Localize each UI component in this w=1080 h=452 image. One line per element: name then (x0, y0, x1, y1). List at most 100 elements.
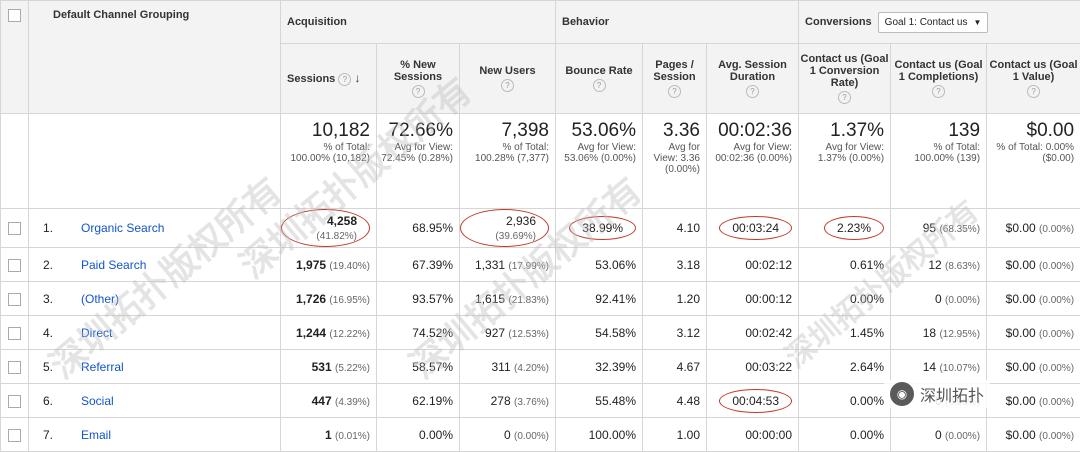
row-checkbox[interactable] (8, 395, 21, 408)
sessions-wrap: 1,244 (12.22%) (296, 326, 370, 340)
new-users-value: 1,615 (475, 292, 505, 306)
new-sessions-cell: 0.00% (377, 418, 460, 452)
channel-link[interactable]: Direct (81, 326, 112, 340)
conversion-rate-cell: 1.45% (799, 316, 891, 350)
new-users-value: 0 (504, 428, 511, 442)
new-users-pct: (0.00%) (514, 431, 549, 442)
help-icon[interactable]: ? (501, 79, 514, 92)
duration-value: 00:02:42 (745, 326, 792, 340)
help-icon[interactable]: ? (593, 79, 606, 92)
sort-desc-icon[interactable]: ↓ (354, 71, 360, 85)
total-sub: Avg for View: 72.45% (0.28%) (381, 142, 453, 164)
new-users-wrap: 1,331 (17.99%) (475, 258, 549, 272)
bounce-rate-value: 53.06% (595, 258, 636, 272)
col-bounce-rate[interactable]: Bounce Rate? (556, 44, 643, 114)
row-index: 7. (29, 428, 81, 442)
new-users-value: 311 (492, 360, 511, 374)
bounce-rate-cell: 53.06% (556, 248, 643, 282)
bounce-rate-cell: 32.39% (556, 350, 643, 384)
col-sessions-label: Sessions (287, 73, 335, 85)
channel-link[interactable]: Paid Search (81, 258, 146, 272)
help-icon[interactable]: ? (838, 91, 851, 104)
table-body: 1.Organic Search 4,258 (41.82%) 68.95% 2… (1, 209, 1080, 452)
col-pages-session-label: Pages / Session (643, 59, 706, 83)
goal-value-pct: (0.00%) (1039, 329, 1074, 340)
total-sub: Avg for View: 53.06% (0.00%) (560, 142, 636, 164)
totals-row: 10,182% of Total: 100.00% (10,182) 72.66… (1, 114, 1080, 209)
goal-value-value: $0.00 (1006, 326, 1036, 340)
help-icon[interactable]: ? (412, 85, 425, 98)
goal-value-value: $0.00 (1006, 360, 1036, 374)
completions-pct: (0.00%) (945, 431, 980, 442)
col-avg-session-duration[interactable]: Avg. Session Duration? (707, 44, 799, 114)
col-new-users[interactable]: New Users? (460, 44, 556, 114)
completions-value: 14 (923, 360, 936, 374)
goal-value-cell: $0.00 (0.00%) (987, 209, 1080, 248)
completions-cell: 12 (8.63%) (891, 248, 987, 282)
col-pages-session[interactable]: Pages / Session? (643, 44, 707, 114)
col-goal-value[interactable]: Contact us (Goal 1 Value)? (987, 44, 1080, 114)
bounce-rate-cell: 55.48% (556, 384, 643, 418)
total-sub: % of Total: 100.00% (10,182) (285, 142, 370, 164)
row-checkbox[interactable] (8, 293, 21, 306)
channel-link[interactable]: Email (81, 428, 111, 442)
channel-link[interactable]: (Other) (81, 292, 119, 306)
col-completions[interactable]: Contact us (Goal 1 Completions)? (891, 44, 987, 114)
row-checkbox[interactable] (8, 222, 21, 235)
row-checkbox[interactable] (8, 429, 21, 442)
sessions-cell: 4,258 (41.82%) (281, 209, 377, 248)
channel-link[interactable]: Social (81, 394, 114, 408)
new-users-pct: (3.76%) (514, 397, 549, 408)
goal-value-value: $0.00 (1006, 258, 1036, 272)
row-index: 1. (29, 221, 81, 235)
duration-cell: 00:00:00 (707, 418, 799, 452)
goal-value-value: $0.00 (1006, 221, 1036, 235)
conversion-rate-value: 0.61% (850, 258, 884, 272)
new-users-wrap: 1,615 (21.83%) (475, 292, 549, 306)
completions-cell: 18 (12.95%) (891, 316, 987, 350)
col-new-sessions-pct[interactable]: % New Sessions? (377, 44, 460, 114)
new-sessions-cell: 93.57% (377, 282, 460, 316)
total-bounce-rate: 53.06%Avg for View: 53.06% (0.00%) (556, 114, 643, 209)
col-conversion-rate[interactable]: Contact us (Goal 1 Conversion Rate)? (799, 44, 891, 114)
sessions-pct: (19.40%) (329, 261, 370, 272)
help-icon[interactable]: ? (1027, 85, 1040, 98)
dimension-header[interactable]: Default Channel Grouping (29, 1, 281, 114)
sessions-value: 1,726 (296, 292, 326, 306)
bounce-rate-cell: 54.58% (556, 316, 643, 350)
select-all-checkbox[interactable] (8, 9, 21, 22)
completions-value: 0 (935, 428, 942, 442)
new-users-wrap: 2,936 (39.69%) (460, 209, 549, 247)
goal-value-value: $0.00 (1006, 292, 1036, 306)
total-conversion-rate: 1.37%Avg for View: 1.37% (0.00%) (799, 114, 891, 209)
pages-session-cell: 1.00 (643, 418, 707, 452)
total-value: 10,182 (285, 120, 370, 142)
col-avg-session-duration-label: Avg. Session Duration (707, 59, 798, 83)
channel-link[interactable]: Referral (81, 360, 124, 374)
help-icon[interactable]: ? (746, 85, 759, 98)
channel-cell: 5.Referral (29, 350, 281, 384)
col-conversion-rate-label: Contact us (Goal 1 Conversion Rate) (799, 53, 890, 89)
sessions-cell: 531 (5.22%) (281, 350, 377, 384)
help-icon[interactable]: ? (932, 85, 945, 98)
channel-link[interactable]: Organic Search (81, 221, 164, 235)
bounce-rate-value: 92.41% (595, 292, 636, 306)
goal-value-cell: $0.00 (0.00%) (987, 316, 1080, 350)
sessions-pct: (16.95%) (329, 295, 370, 306)
row-index: 5. (29, 360, 81, 374)
row-checkbox[interactable] (8, 259, 21, 272)
goal-dropdown[interactable]: Goal 1: Contact us▼ (878, 12, 989, 33)
sessions-value: 1,244 (296, 326, 326, 340)
row-checkbox[interactable] (8, 361, 21, 374)
col-sessions[interactable]: Sessions ? ↓ (281, 44, 377, 114)
help-icon[interactable]: ? (338, 73, 351, 86)
total-completions: 139% of Total: 100.00% (139) (891, 114, 987, 209)
channel-cell: 2.Paid Search (29, 248, 281, 282)
new-users-value: 927 (485, 326, 505, 340)
duration-value: 00:03:22 (745, 360, 792, 374)
col-completions-label: Contact us (Goal 1 Completions) (891, 59, 986, 83)
row-checkbox[interactable] (8, 327, 21, 340)
goal-value-cell: $0.00 (0.00%) (987, 418, 1080, 452)
sessions-wrap: 1,726 (16.95%) (296, 292, 370, 306)
help-icon[interactable]: ? (668, 85, 681, 98)
